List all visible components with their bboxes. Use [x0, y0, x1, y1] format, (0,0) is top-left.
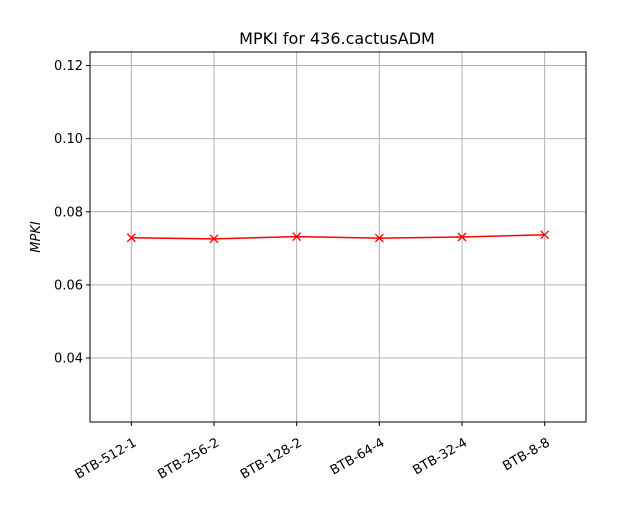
y-tick-label: 0.08	[54, 205, 83, 220]
y-axis-label: MPKI	[29, 221, 44, 253]
data-point-marker	[457, 232, 467, 242]
data-point-marker	[374, 233, 384, 243]
data-point-marker	[292, 232, 302, 242]
data-point-marker	[126, 233, 136, 243]
plot-area-frame	[89, 51, 587, 423]
series-layer	[126, 230, 550, 244]
series-line	[131, 234, 545, 240]
chart-title: MPKI for 436.cactusADM	[239, 29, 435, 48]
y-tick-label: 0.04	[54, 352, 83, 367]
y-axis-ticks: 0.04 0.06 0.08 0.10 0.12	[54, 59, 90, 367]
y-tick-label: 0.06	[54, 278, 83, 293]
data-point-marker	[209, 234, 219, 244]
y-tick-label: 0.10	[54, 132, 83, 147]
y-tick-label: 0.12	[54, 59, 83, 74]
data-point-marker	[540, 230, 550, 240]
